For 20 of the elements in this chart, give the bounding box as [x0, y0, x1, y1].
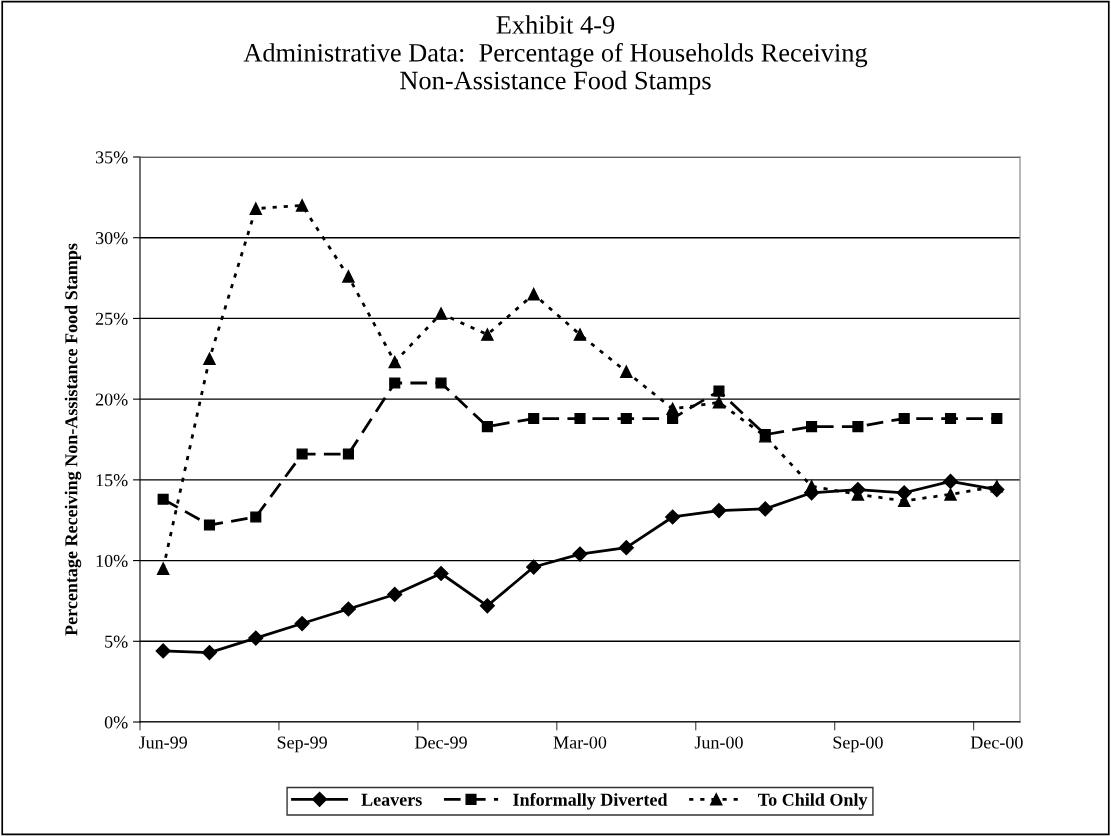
x-tick-label: Jun-99 [138, 736, 187, 749]
y-tick-label: 25% [95, 312, 128, 325]
y-tick-label: 10% [96, 554, 128, 568]
x-tick-label: Sep-00 [833, 736, 883, 753]
y-axis-title: Percentage Receiving Non-Assistance Food Stamps [64, 243, 82, 636]
y-tick-label: 30% [95, 231, 128, 245]
y-tick-label: 5% [105, 635, 128, 648]
y-tick-label: 15% [96, 474, 128, 487]
x-tick-label: Jun-00 [694, 736, 743, 749]
legend-label: To Child Only [758, 793, 868, 810]
x-tick-label: Sep-99 [277, 736, 327, 753]
y-tick-label: 35% [95, 151, 128, 164]
legend-label: Informally Diverted [513, 792, 668, 810]
chart-title: Exhibit 4-9 Administrative Data: Percentage of Households Receiving Non-Assistance Food Stamps [243, 15, 868, 95]
x-tick-label: Dec-00 [970, 736, 1023, 749]
legend-label: Leavers [361, 793, 422, 806]
x-tick-label: Mar-00 [553, 736, 607, 749]
y-tick-label: 0% [104, 716, 128, 729]
x-tick-label: Dec-99 [415, 736, 467, 749]
y-tick-label: 20% [95, 393, 128, 406]
